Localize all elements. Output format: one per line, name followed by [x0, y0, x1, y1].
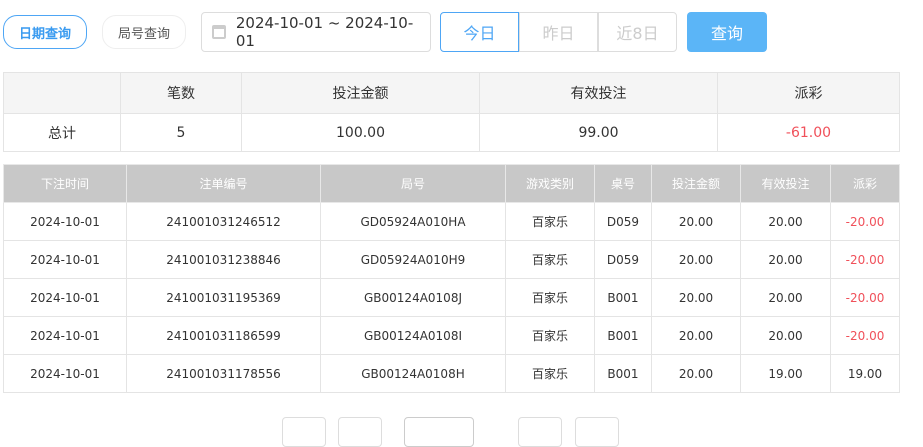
query-button[interactable]: 查询 — [687, 12, 767, 52]
table-cell: D059 — [594, 240, 652, 279]
today-button[interactable]: 今日 — [440, 12, 519, 52]
table-cell: 2024-10-01 — [3, 316, 127, 355]
table-cell: 2024-10-01 — [3, 354, 127, 393]
first-page-button[interactable] — [282, 417, 326, 447]
table-cell: 19.00 — [740, 354, 831, 393]
date-range-value: 2024-10-01 ~ 2024-10-01 — [235, 14, 414, 50]
table-cell: 百家乐 — [505, 240, 595, 279]
detail-header-cell: 游戏类别 — [505, 164, 595, 203]
table-cell: B001 — [594, 316, 652, 355]
summary-header-cell: 派彩 — [717, 72, 900, 114]
table-cell: 241001031195369 — [126, 278, 321, 317]
table-cell: 20.00 — [740, 202, 831, 241]
table-cell: GB00124A0108H — [320, 354, 506, 393]
detail-header-cell: 派彩 — [830, 164, 900, 203]
table-row: 2024-10-01 241001031178556 GB00124A0108H 百家… — [3, 354, 900, 393]
table-cell: 20.00 — [651, 202, 741, 241]
detail-table: 下注时间 注单编号 局号 游戏类别 桌号 投注金额 有效投注 派彩 2024-10-01 241… — [3, 164, 900, 393]
prev-page-button[interactable] — [338, 417, 382, 447]
table-cell: 241001031186599 — [126, 316, 321, 355]
detail-header: 下注时间 注单编号 局号 游戏类别 桌号 投注金额 有效投注 派彩 — [3, 164, 900, 203]
table-cell: -20.00 — [830, 316, 900, 355]
summary-header-cell: 有效投注 — [479, 72, 718, 114]
detail-header-cell: 局号 — [320, 164, 506, 203]
summary-header-cell: 投注金额 — [241, 72, 480, 114]
last-8-days-button[interactable]: 近8日 — [598, 12, 677, 52]
table-cell: -20.00 — [830, 278, 900, 317]
summary-header-cell — [3, 72, 121, 114]
table-row: 2024-10-01 241001031238846 GD05924A010H9 百家… — [3, 240, 900, 279]
table-cell: 2024-10-01 — [3, 240, 127, 279]
detail-header-cell: 桌号 — [594, 164, 652, 203]
table-row: 2024-10-01 241001031246512 GD05924A010HA 百家… — [3, 202, 900, 241]
tab-round-query[interactable]: 局号查询 — [102, 15, 186, 49]
table-cell: 20.00 — [740, 278, 831, 317]
last-page-button[interactable] — [575, 417, 619, 447]
detail-header-cell: 注单编号 — [126, 164, 321, 203]
page-input[interactable] — [404, 417, 474, 447]
table-cell: 百家乐 — [505, 202, 595, 241]
table-row: 2024-10-01 241001031186599 GB00124A0108I 百家… — [3, 316, 900, 355]
yesterday-button[interactable]: 昨日 — [519, 12, 598, 52]
calendar-icon — [212, 25, 226, 39]
table-cell: D059 — [594, 202, 652, 241]
table-cell: GD05924A010HA — [320, 202, 506, 241]
table-cell: 百家乐 — [505, 278, 595, 317]
table-cell: 241001031238846 — [126, 240, 321, 279]
tab-date-query[interactable]: 日期查询 — [3, 15, 87, 49]
summary-header-cell: 笔数 — [120, 72, 242, 114]
table-cell: 百家乐 — [505, 354, 595, 393]
summary-cell: 99.00 — [479, 113, 718, 152]
summary-cell: 总计 — [3, 113, 121, 152]
table-cell: GB00124A0108J — [320, 278, 506, 317]
table-cell: GB00124A0108I — [320, 316, 506, 355]
detail-header-cell: 下注时间 — [3, 164, 127, 203]
table-cell: -20.00 — [830, 240, 900, 279]
table-cell: B001 — [594, 278, 652, 317]
next-page-button[interactable] — [518, 417, 562, 447]
summary-cell: 5 — [120, 113, 242, 152]
table-row: 2024-10-01 241001031195369 GB00124A0108J 百家… — [3, 278, 900, 317]
table-cell: 241001031246512 — [126, 202, 321, 241]
table-cell: 2024-10-01 — [3, 202, 127, 241]
summary-table: 笔数 投注金额 有效投注 派彩 总计 5 100.00 99.00 -61.00 — [3, 72, 900, 152]
detail-header-cell: 投注金额 — [651, 164, 741, 203]
table-cell: 20.00 — [651, 240, 741, 279]
table-cell: 20.00 — [740, 240, 831, 279]
summary-cell: -61.00 — [717, 113, 900, 152]
table-cell: 19.00 — [830, 354, 900, 393]
summary-cell: 100.00 — [241, 113, 480, 152]
table-cell: 百家乐 — [505, 316, 595, 355]
summary-header: 笔数 投注金额 有效投注 派彩 — [3, 72, 900, 114]
table-cell: B001 — [594, 354, 652, 393]
table-cell: GD05924A010H9 — [320, 240, 506, 279]
table-cell: 2024-10-01 — [3, 278, 127, 317]
table-cell: 20.00 — [651, 316, 741, 355]
table-cell: 241001031178556 — [126, 354, 321, 393]
table-cell: 20.00 — [651, 354, 741, 393]
detail-header-cell: 有效投注 — [740, 164, 831, 203]
date-range-picker[interactable]: 2024-10-01 ~ 2024-10-01 — [201, 12, 431, 52]
table-cell: -20.00 — [830, 202, 900, 241]
table-cell: 20.00 — [651, 278, 741, 317]
table-cell: 20.00 — [740, 316, 831, 355]
summary-row: 总计 5 100.00 99.00 -61.00 — [3, 113, 900, 152]
